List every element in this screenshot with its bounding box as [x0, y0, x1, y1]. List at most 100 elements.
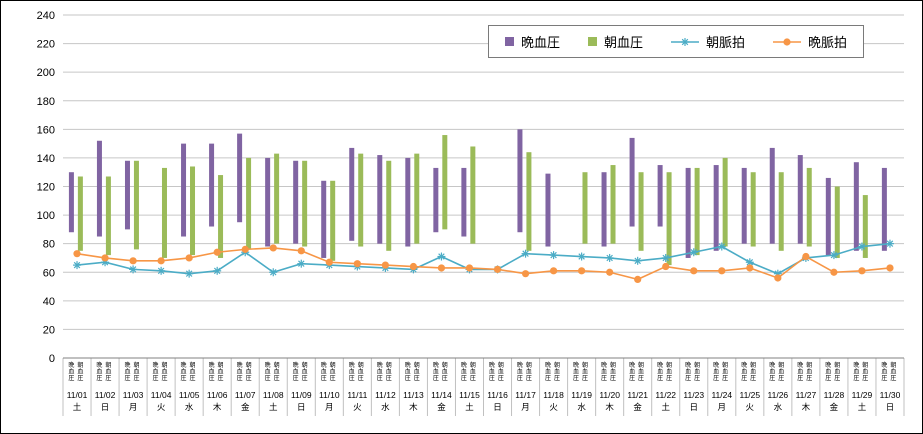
svg-text:晩血圧: 晩血圧	[321, 361, 327, 382]
legend-item-evening-bp: 晩血圧	[505, 32, 560, 51]
chart-legend: 晩血圧 朝血圧 朝脈拍 晩脈拍	[488, 25, 865, 58]
svg-text:朝血圧: 朝血圧	[218, 361, 224, 382]
svg-text:朝血圧: 朝血圧	[666, 361, 672, 382]
svg-text:11/30: 11/30	[880, 390, 901, 400]
svg-text:晩血圧: 晩血圧	[124, 361, 130, 382]
svg-text:土: 土	[465, 402, 474, 412]
svg-text:木: 木	[409, 402, 418, 412]
svg-text:60: 60	[43, 267, 55, 279]
svg-text:火: 火	[157, 402, 166, 412]
morning-bp-swatch-icon	[588, 37, 598, 46]
svg-text:晩血圧: 晩血圧	[405, 361, 411, 382]
svg-text:11/18: 11/18	[543, 390, 564, 400]
svg-text:11/16: 11/16	[487, 390, 508, 400]
svg-text:木: 木	[605, 402, 614, 412]
legend-label-evening-pulse: 晩脈拍	[808, 35, 848, 50]
svg-text:朝血圧: 朝血圧	[414, 361, 420, 382]
svg-text:朝血圧: 朝血圧	[554, 361, 560, 382]
line-series-1	[73, 244, 894, 283]
svg-text:晩血圧: 晩血圧	[517, 361, 523, 382]
svg-text:朝血圧: 朝血圧	[498, 361, 504, 382]
svg-text:晩血圧: 晩血圧	[96, 361, 102, 382]
svg-text:朝血圧: 朝血圧	[890, 361, 896, 382]
svg-text:晩血圧: 晩血圧	[349, 361, 355, 382]
svg-text:11/17: 11/17	[515, 390, 536, 400]
svg-text:0: 0	[49, 353, 55, 365]
svg-text:11/24: 11/24	[711, 390, 732, 400]
svg-text:晩血圧: 晩血圧	[657, 361, 663, 382]
svg-text:晩血圧: 晩血圧	[293, 361, 299, 382]
svg-text:朝血圧: 朝血圧	[862, 361, 868, 382]
svg-text:晩血圧: 晩血圧	[153, 361, 159, 382]
svg-text:木: 木	[213, 402, 222, 412]
svg-text:40: 40	[43, 296, 55, 308]
svg-text:日: 日	[493, 402, 502, 412]
legend-label-morning-bp: 朝血圧	[604, 35, 644, 50]
svg-text:晩血圧: 晩血圧	[741, 361, 747, 382]
svg-text:11/19: 11/19	[571, 390, 592, 400]
svg-text:240: 240	[37, 10, 55, 22]
svg-text:朝血圧: 朝血圧	[638, 361, 644, 382]
svg-text:月: 月	[325, 402, 334, 412]
svg-text:朝血圧: 朝血圧	[358, 361, 364, 382]
svg-text:朝血圧: 朝血圧	[750, 361, 756, 382]
svg-text:朝血圧: 朝血圧	[330, 361, 336, 382]
svg-text:晩血圧: 晩血圧	[769, 361, 775, 382]
svg-text:11/13: 11/13	[403, 390, 424, 400]
svg-text:11/20: 11/20	[599, 390, 620, 400]
svg-text:晩血圧: 晩血圧	[685, 361, 691, 382]
legend-item-morning-pulse: 朝脈拍	[671, 32, 745, 51]
svg-text:11/27: 11/27	[796, 390, 817, 400]
svg-text:晩血圧: 晩血圧	[601, 361, 607, 382]
svg-text:140: 140	[37, 153, 55, 165]
svg-text:晩血圧: 晩血圧	[629, 361, 635, 382]
svg-text:11/28: 11/28	[824, 390, 845, 400]
svg-text:朝血圧: 朝血圧	[582, 361, 588, 382]
svg-text:土: 土	[661, 402, 670, 412]
svg-text:金: 金	[241, 402, 250, 412]
svg-text:晩血圧: 晩血圧	[209, 361, 215, 382]
svg-text:水: 水	[774, 402, 783, 412]
svg-text:100: 100	[37, 210, 55, 222]
svg-text:11/15: 11/15	[459, 390, 480, 400]
svg-text:晩血圧: 晩血圧	[377, 361, 383, 382]
legend-label-morning-pulse: 朝脈拍	[706, 35, 746, 50]
svg-text:朝血圧: 朝血圧	[694, 361, 700, 382]
legend-label-evening-bp: 晩血圧	[521, 35, 561, 50]
svg-text:11/03: 11/03	[123, 390, 144, 400]
svg-text:木: 木	[802, 402, 811, 412]
svg-text:晩血圧: 晩血圧	[489, 361, 495, 382]
svg-text:金: 金	[830, 402, 839, 412]
svg-text:晩血圧: 晩血圧	[545, 361, 551, 382]
svg-text:朝血圧: 朝血圧	[161, 361, 167, 382]
svg-text:土: 土	[73, 402, 82, 412]
svg-text:晩血圧: 晩血圧	[881, 361, 887, 382]
svg-text:晩血圧: 晩血圧	[265, 361, 271, 382]
svg-text:日: 日	[101, 402, 110, 412]
svg-text:11/21: 11/21	[627, 390, 648, 400]
svg-text:晩血圧: 晩血圧	[68, 361, 74, 382]
svg-text:120: 120	[37, 182, 55, 194]
svg-text:11/02: 11/02	[95, 390, 116, 400]
svg-text:晩血圧: 晩血圧	[573, 361, 579, 382]
svg-text:火: 火	[549, 402, 558, 412]
svg-text:80: 80	[43, 239, 55, 251]
svg-text:160: 160	[37, 124, 55, 136]
svg-text:朝血圧: 朝血圧	[190, 361, 196, 382]
svg-text:朝血圧: 朝血圧	[386, 361, 392, 382]
svg-text:11/05: 11/05	[179, 390, 200, 400]
svg-text:朝血圧: 朝血圧	[274, 361, 280, 382]
svg-text:11/10: 11/10	[319, 390, 340, 400]
svg-text:朝血圧: 朝血圧	[610, 361, 616, 382]
svg-text:11/25: 11/25	[739, 390, 760, 400]
svg-text:晩血圧: 晩血圧	[713, 361, 719, 382]
svg-text:土: 土	[269, 402, 278, 412]
morning-pulse-marker-icon	[671, 36, 700, 48]
svg-text:朝血圧: 朝血圧	[302, 361, 308, 382]
svg-text:11/12: 11/12	[375, 390, 396, 400]
svg-text:朝血圧: 朝血圧	[834, 361, 840, 382]
svg-text:11/26: 11/26	[768, 390, 789, 400]
svg-text:晩血圧: 晩血圧	[797, 361, 803, 382]
svg-text:180: 180	[37, 96, 55, 108]
svg-text:金: 金	[437, 402, 446, 412]
